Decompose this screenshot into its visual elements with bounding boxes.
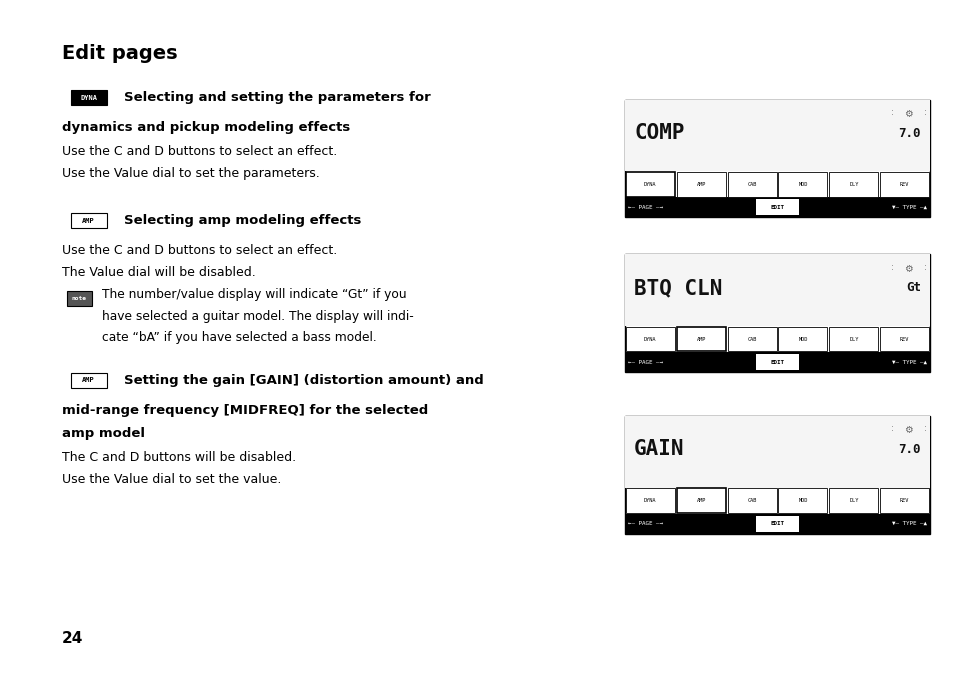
Bar: [756, 516, 798, 532]
Bar: [676, 489, 725, 513]
Text: The C and D buttons will be disabled.: The C and D buttons will be disabled.: [62, 451, 295, 464]
Text: Use the Value dial to set the parameters.: Use the Value dial to set the parameters…: [62, 167, 319, 180]
Text: cate “bA” if you have selected a bass model.: cate “bA” if you have selected a bass mo…: [102, 331, 376, 344]
Text: The Value dial will be disabled.: The Value dial will be disabled.: [62, 266, 255, 279]
Text: AMP: AMP: [82, 378, 95, 383]
Text: Selecting amp modeling effects: Selecting amp modeling effects: [124, 214, 361, 227]
Bar: [828, 172, 878, 197]
Bar: [625, 172, 674, 197]
Bar: [778, 327, 826, 351]
Text: Edit pages: Edit pages: [62, 44, 177, 63]
Text: The number/value display will indicate “Gt” if you: The number/value display will indicate “…: [102, 288, 406, 301]
Bar: [880, 327, 928, 351]
Text: ▼— TYPE —▲: ▼— TYPE —▲: [891, 521, 926, 526]
Text: MOD: MOD: [798, 182, 807, 187]
Text: DYNA: DYNA: [643, 336, 656, 342]
Text: mid-range frequency [MIDFREQ] for the selected: mid-range frequency [MIDFREQ] for the se…: [62, 404, 428, 417]
Text: REV: REV: [899, 182, 908, 187]
Text: DLY: DLY: [848, 336, 858, 342]
Bar: [727, 489, 776, 513]
Text: CAB: CAB: [746, 182, 756, 187]
Text: Use the C and D buttons to select an effect.: Use the C and D buttons to select an eff…: [62, 244, 337, 256]
Text: DYNA: DYNA: [643, 182, 656, 187]
Bar: [624, 416, 929, 488]
Text: AMP: AMP: [696, 336, 705, 342]
Text: AMP: AMP: [696, 182, 705, 187]
Text: CAB: CAB: [746, 336, 756, 342]
Text: Setting the gain [GAIN] (distortion amount) and: Setting the gain [GAIN] (distortion amou…: [124, 374, 483, 387]
Bar: [71, 373, 107, 388]
Bar: [676, 172, 725, 197]
Text: DLY: DLY: [848, 498, 858, 503]
Text: MOD: MOD: [798, 336, 807, 342]
Text: :: :: [923, 108, 926, 117]
Text: 24: 24: [62, 631, 83, 646]
Bar: [624, 352, 929, 372]
Text: Selecting and setting the parameters for: Selecting and setting the parameters for: [124, 91, 431, 104]
Bar: [727, 327, 776, 351]
Bar: [625, 489, 674, 513]
Text: BTQ CLN: BTQ CLN: [634, 278, 721, 298]
Bar: [71, 213, 107, 228]
Bar: [828, 489, 878, 513]
Text: DYNA: DYNA: [80, 95, 97, 100]
Text: Use the C and D buttons to select an effect.: Use the C and D buttons to select an eff…: [62, 145, 337, 157]
Text: ←— PAGE —→: ←— PAGE —→: [627, 521, 662, 526]
Text: DYNA: DYNA: [643, 498, 656, 503]
Bar: [778, 172, 826, 197]
Text: EDIT: EDIT: [770, 205, 783, 210]
Bar: [71, 90, 107, 105]
Text: :: :: [890, 262, 892, 272]
Text: :: :: [923, 262, 926, 272]
Bar: [676, 327, 725, 351]
Text: Use the Value dial to set the value.: Use the Value dial to set the value.: [62, 473, 281, 486]
Text: dynamics and pickup modeling effects: dynamics and pickup modeling effects: [62, 121, 350, 134]
Bar: [756, 354, 798, 370]
Bar: [756, 199, 798, 215]
Text: CAB: CAB: [746, 498, 756, 503]
Bar: [828, 327, 878, 351]
Text: ⚙: ⚙: [903, 425, 912, 435]
Text: Gt: Gt: [905, 281, 920, 295]
Bar: [625, 327, 674, 351]
Text: note: note: [71, 295, 87, 301]
Text: ▼— TYPE —▲: ▼— TYPE —▲: [891, 359, 926, 365]
Bar: [624, 254, 929, 326]
Bar: [880, 172, 928, 197]
Bar: [624, 197, 929, 217]
Bar: [624, 513, 929, 534]
Text: ⚙: ⚙: [903, 264, 912, 274]
Bar: [624, 416, 929, 534]
Text: EDIT: EDIT: [770, 359, 783, 365]
Text: MOD: MOD: [798, 498, 807, 503]
Text: AMP: AMP: [82, 218, 95, 223]
Text: ⚙: ⚙: [903, 109, 912, 119]
Bar: [880, 489, 928, 513]
Text: REV: REV: [899, 498, 908, 503]
Text: EDIT: EDIT: [770, 521, 783, 526]
Text: DLY: DLY: [848, 182, 858, 187]
Bar: [67, 291, 91, 306]
Text: :: :: [923, 424, 926, 433]
Bar: [727, 172, 776, 197]
Text: AMP: AMP: [696, 498, 705, 503]
Text: :: :: [890, 424, 892, 433]
Text: REV: REV: [899, 336, 908, 342]
Text: GAIN: GAIN: [634, 439, 684, 460]
Bar: [624, 100, 929, 172]
Text: :: :: [890, 108, 892, 117]
Bar: [624, 254, 929, 372]
Bar: [624, 100, 929, 217]
Text: ←— PAGE —→: ←— PAGE —→: [627, 359, 662, 365]
Text: 7.0: 7.0: [898, 443, 920, 456]
Bar: [778, 489, 826, 513]
Text: have selected a guitar model. The display will indi-: have selected a guitar model. The displa…: [102, 310, 414, 322]
Text: 7.0: 7.0: [898, 127, 920, 140]
Text: COMP: COMP: [634, 123, 684, 143]
Text: amp model: amp model: [62, 427, 145, 439]
Text: ←— PAGE —→: ←— PAGE —→: [627, 205, 662, 210]
Text: ▼— TYPE —▲: ▼— TYPE —▲: [891, 205, 926, 210]
